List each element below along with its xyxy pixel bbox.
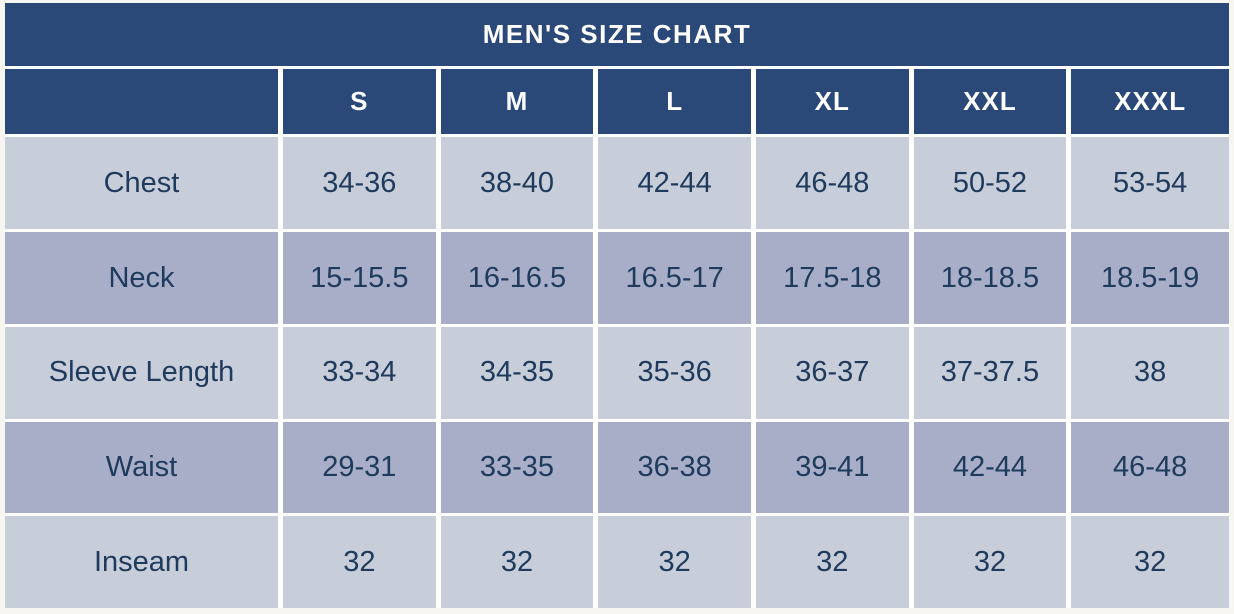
size-value-cell: 32 bbox=[913, 516, 1072, 608]
row-label: Neck bbox=[5, 232, 283, 327]
size-value-cell: 32 bbox=[283, 516, 441, 608]
size-value-cell: 32 bbox=[598, 516, 756, 608]
column-header-m: M bbox=[440, 69, 599, 138]
size-value-cell: 32 bbox=[1071, 516, 1229, 608]
size-value-cell: 37-37.5 bbox=[913, 326, 1072, 422]
title-row: MEN'S SIZE CHART bbox=[5, 3, 1229, 70]
column-header-xl: XL bbox=[755, 69, 914, 138]
column-header-s: S bbox=[283, 69, 441, 138]
size-value-cell: 16.5-17 bbox=[598, 232, 756, 327]
size-value-cell: 46-48 bbox=[1071, 421, 1229, 517]
chart-title: MEN'S SIZE CHART bbox=[5, 3, 1229, 70]
size-value-cell: 42-44 bbox=[598, 137, 756, 233]
size-value-cell: 34-35 bbox=[440, 326, 599, 422]
size-value-cell: 53-54 bbox=[1071, 137, 1229, 233]
row-label: Chest bbox=[5, 137, 283, 233]
table-row-waist: Waist 29-31 33-35 36-38 39-41 42-44 46-4… bbox=[5, 421, 1229, 517]
table-row-inseam: Inseam 32 32 32 32 32 32 bbox=[5, 516, 1229, 608]
row-label: Sleeve Length bbox=[5, 326, 283, 422]
size-value-cell: 35-36 bbox=[598, 326, 756, 422]
size-value-cell: 36-38 bbox=[598, 421, 756, 517]
table-row-sleeve-length: Sleeve Length 33-34 34-35 35-36 36-37 37… bbox=[5, 326, 1229, 422]
column-header-l: L bbox=[598, 69, 756, 138]
size-value-cell: 39-41 bbox=[755, 421, 914, 517]
size-value-cell: 18-18.5 bbox=[913, 232, 1072, 327]
size-value-cell: 34-36 bbox=[283, 137, 441, 233]
size-value-cell: 38-40 bbox=[440, 137, 599, 233]
mens-size-chart-table: MEN'S SIZE CHART S M L XL XXL XXXL Chest… bbox=[5, 3, 1229, 608]
size-value-cell: 15-15.5 bbox=[283, 232, 441, 327]
size-value-cell: 46-48 bbox=[755, 137, 914, 233]
size-value-cell: 33-34 bbox=[283, 326, 441, 422]
size-value-cell: 38 bbox=[1071, 326, 1229, 422]
row-label: Waist bbox=[5, 421, 283, 517]
column-header-xxl: XXL bbox=[913, 69, 1072, 138]
corner-empty-cell bbox=[5, 69, 283, 138]
size-value-cell: 17.5-18 bbox=[755, 232, 914, 327]
column-header-row: S M L XL XXL XXXL bbox=[5, 69, 1229, 138]
row-label: Inseam bbox=[5, 516, 283, 608]
size-value-cell: 32 bbox=[440, 516, 599, 608]
size-value-cell: 16-16.5 bbox=[440, 232, 599, 327]
size-value-cell: 36-37 bbox=[755, 326, 914, 422]
size-value-cell: 18.5-19 bbox=[1071, 232, 1229, 327]
size-value-cell: 50-52 bbox=[913, 137, 1072, 233]
column-header-xxxl: XXXL bbox=[1071, 69, 1229, 138]
size-value-cell: 33-35 bbox=[440, 421, 599, 517]
size-value-cell: 32 bbox=[755, 516, 914, 608]
table-row-chest: Chest 34-36 38-40 42-44 46-48 50-52 53-5… bbox=[5, 137, 1229, 233]
table-row-neck: Neck 15-15.5 16-16.5 16.5-17 17.5-18 18-… bbox=[5, 232, 1229, 327]
size-value-cell: 42-44 bbox=[913, 421, 1072, 517]
size-value-cell: 29-31 bbox=[283, 421, 441, 517]
